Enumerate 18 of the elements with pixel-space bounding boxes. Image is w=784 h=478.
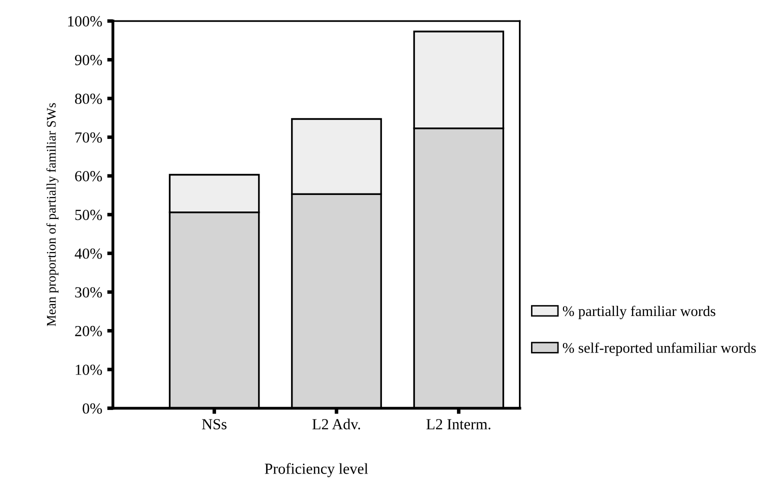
- y-tick-label: 70%: [75, 132, 102, 143]
- y-tick-label: 40%: [74, 248, 102, 259]
- y-tick-label: 60%: [75, 171, 102, 182]
- y-tick-label: 100%: [68, 16, 102, 27]
- legend-label: % partially familiar words: [562, 306, 716, 320]
- y-tick-label: 20%: [75, 326, 102, 336]
- y-tick-label: 30%: [75, 287, 102, 298]
- y-tick-label: 90%: [74, 54, 102, 66]
- x-tick-label: NSs: [202, 419, 226, 430]
- legend-label: % self-reported unfamiliar words: [562, 342, 756, 356]
- y-tick-label: 80%: [75, 94, 102, 104]
- y-tick-label: 0%: [82, 403, 102, 414]
- y-tick-label: 10%: [76, 364, 102, 375]
- x-tick-label: L2 Interm.: [426, 419, 490, 430]
- x-axis-title: Proficiency level: [264, 463, 368, 478]
- y-tick-label: 50%: [75, 210, 102, 220]
- x-tick-label: L2 Adv.: [312, 418, 360, 430]
- y-axis-title: Mean proportion of partially familiar SWs: [46, 103, 59, 326]
